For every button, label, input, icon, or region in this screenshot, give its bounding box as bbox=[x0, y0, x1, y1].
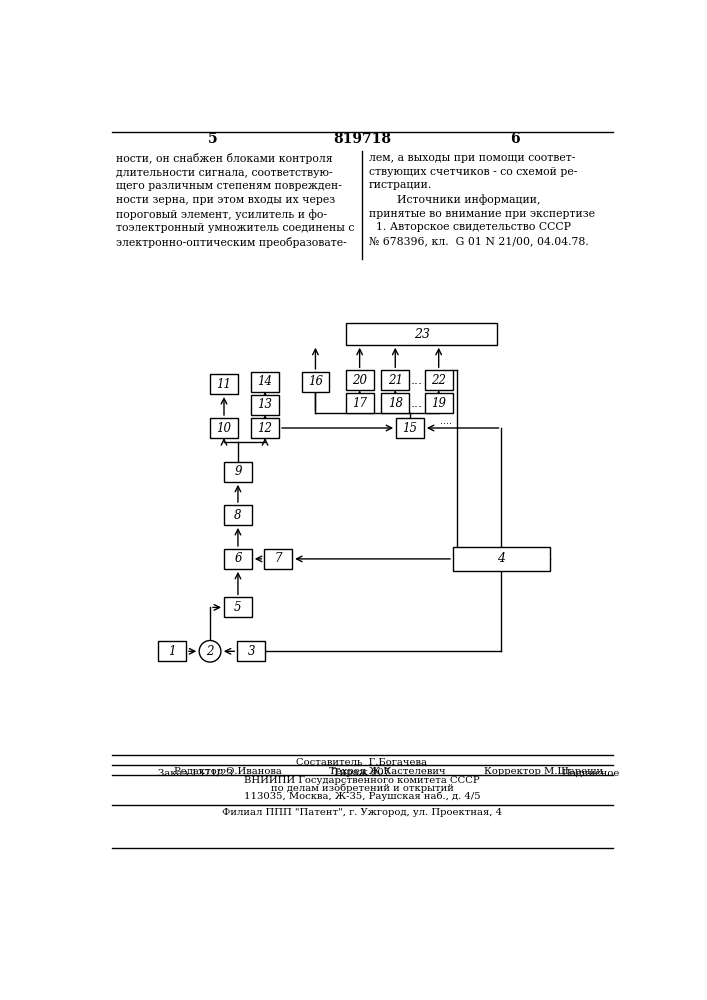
Text: 14: 14 bbox=[257, 375, 273, 388]
Circle shape bbox=[199, 641, 221, 662]
Text: 9: 9 bbox=[234, 465, 242, 478]
Text: 18: 18 bbox=[387, 397, 403, 410]
Bar bbox=[301, 372, 329, 392]
Text: 20: 20 bbox=[352, 374, 367, 387]
Bar bbox=[346, 370, 373, 390]
Text: 15: 15 bbox=[402, 422, 418, 434]
Text: ....: .... bbox=[440, 416, 452, 426]
Text: 23: 23 bbox=[414, 328, 430, 341]
Text: 4: 4 bbox=[498, 552, 506, 565]
Bar bbox=[381, 393, 409, 413]
Text: ВНИИПИ Государственного комитета СССР: ВНИИПИ Государственного комитета СССР bbox=[244, 776, 480, 785]
Text: Редактор О.Иванова: Редактор О.Иванова bbox=[174, 767, 281, 776]
Text: лем, а выходы при помощи соответ-
ствующих счетчиков - со схемой ре-
гистрации.
: лем, а выходы при помощи соответ- ствующ… bbox=[369, 153, 595, 246]
Text: по делам изобретений и открытий: по делам изобретений и открытий bbox=[271, 784, 453, 793]
Bar bbox=[210, 374, 238, 394]
Bar bbox=[251, 395, 279, 415]
Text: 12: 12 bbox=[257, 422, 273, 434]
Bar bbox=[224, 505, 252, 525]
Text: ...: ... bbox=[411, 374, 423, 387]
Text: Корректор М.Шароши: Корректор М.Шароши bbox=[484, 767, 603, 776]
Text: 22: 22 bbox=[431, 374, 446, 387]
Text: Заказ 1371/23: Заказ 1371/23 bbox=[158, 768, 233, 777]
Text: Техред Ж.Кастелевич: Техред Ж.Кастелевич bbox=[329, 767, 445, 776]
Bar bbox=[381, 370, 409, 390]
Text: 7: 7 bbox=[274, 552, 282, 565]
Bar bbox=[396, 418, 424, 438]
Bar bbox=[346, 393, 373, 413]
Text: 2: 2 bbox=[206, 645, 214, 658]
Bar bbox=[158, 641, 186, 661]
Text: 6: 6 bbox=[510, 132, 520, 146]
Bar bbox=[251, 418, 279, 438]
Bar bbox=[224, 549, 252, 569]
Text: ности, он снабжен блоками контроля
длительности сигнала, соответствую-
щего разл: ности, он снабжен блоками контроля длите… bbox=[115, 153, 354, 248]
Text: Подписное: Подписное bbox=[561, 768, 619, 777]
Text: 113035, Москва, Ж-35, Раушская наб., д. 4/5: 113035, Москва, Ж-35, Раушская наб., д. … bbox=[244, 791, 480, 801]
Text: 819718: 819718 bbox=[333, 132, 391, 146]
Text: 11: 11 bbox=[216, 378, 231, 391]
Text: 10: 10 bbox=[216, 422, 231, 434]
Bar bbox=[453, 547, 550, 571]
Text: 1: 1 bbox=[168, 645, 176, 658]
Bar bbox=[210, 418, 238, 438]
Text: 17: 17 bbox=[352, 397, 367, 410]
Bar bbox=[264, 549, 292, 569]
Text: Тираж 907: Тираж 907 bbox=[334, 768, 390, 777]
Text: 6: 6 bbox=[234, 552, 242, 565]
Text: Составитель  Г.Богачева: Составитель Г.Богачева bbox=[296, 758, 428, 767]
Text: 8: 8 bbox=[234, 509, 242, 522]
Text: 5: 5 bbox=[208, 132, 217, 146]
Text: 21: 21 bbox=[387, 374, 403, 387]
Bar bbox=[237, 641, 265, 661]
Bar bbox=[346, 323, 497, 345]
Bar bbox=[224, 462, 252, 482]
Text: ...: ... bbox=[411, 397, 423, 410]
Text: Филиал ППП "Патент", г. Ужгород, ул. Проектная, 4: Филиал ППП "Патент", г. Ужгород, ул. Про… bbox=[222, 808, 502, 817]
Text: 19: 19 bbox=[431, 397, 446, 410]
Bar bbox=[224, 597, 252, 617]
Bar bbox=[425, 370, 452, 390]
Text: 3: 3 bbox=[247, 645, 255, 658]
Bar bbox=[251, 372, 279, 392]
Text: 16: 16 bbox=[308, 375, 323, 388]
Text: 5: 5 bbox=[234, 601, 242, 614]
Text: 13: 13 bbox=[257, 398, 273, 411]
Bar bbox=[425, 393, 452, 413]
